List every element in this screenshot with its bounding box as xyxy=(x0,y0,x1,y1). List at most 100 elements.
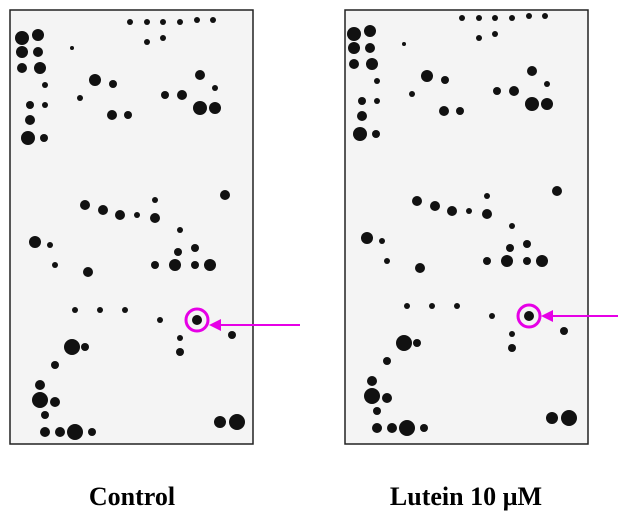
spot xyxy=(358,97,366,105)
spot xyxy=(97,307,103,313)
spot xyxy=(41,411,49,419)
spot xyxy=(430,201,440,211)
spot xyxy=(214,416,226,428)
spot xyxy=(421,70,433,82)
spot xyxy=(15,31,29,45)
spot xyxy=(383,357,391,365)
spot xyxy=(40,134,48,142)
spot xyxy=(77,95,83,101)
spot xyxy=(409,91,415,97)
spot xyxy=(361,232,373,244)
spot xyxy=(55,427,65,437)
spot xyxy=(493,87,501,95)
spot xyxy=(523,257,531,265)
spot xyxy=(412,196,422,206)
spot xyxy=(204,259,216,271)
spot xyxy=(83,267,93,277)
spot xyxy=(81,343,89,351)
spot xyxy=(349,59,359,69)
spot xyxy=(466,208,472,214)
spot xyxy=(525,97,539,111)
spot xyxy=(32,29,44,41)
spot xyxy=(552,186,562,196)
spot xyxy=(387,423,397,433)
spot xyxy=(542,13,548,19)
spot xyxy=(456,107,464,115)
spot xyxy=(107,110,117,120)
spot xyxy=(151,261,159,269)
spot xyxy=(367,376,377,386)
spot xyxy=(144,39,150,45)
spot xyxy=(508,344,516,352)
spot xyxy=(124,111,132,119)
spot xyxy=(420,424,428,432)
spot xyxy=(374,98,380,104)
spot xyxy=(194,17,200,23)
spot xyxy=(229,414,245,430)
spot xyxy=(492,31,498,37)
panel-label: Control xyxy=(89,482,175,511)
spot xyxy=(88,428,96,436)
spot xyxy=(52,262,58,268)
spot xyxy=(365,43,375,53)
spot xyxy=(364,25,376,37)
spot xyxy=(134,212,140,218)
spot xyxy=(177,19,183,25)
spot xyxy=(399,420,415,436)
spot xyxy=(109,80,117,88)
spot xyxy=(32,392,48,408)
spot xyxy=(174,248,182,256)
spot xyxy=(489,313,495,319)
spot xyxy=(40,427,50,437)
spot xyxy=(372,423,382,433)
spot xyxy=(42,102,48,108)
spot xyxy=(193,101,207,115)
spot xyxy=(415,263,425,273)
spot xyxy=(34,62,46,74)
spot xyxy=(64,339,80,355)
spot xyxy=(115,210,125,220)
spot xyxy=(161,91,169,99)
spot xyxy=(67,424,83,440)
spots xyxy=(347,13,577,436)
spot xyxy=(523,240,531,248)
highlight-circle xyxy=(516,303,542,329)
spot xyxy=(357,111,367,121)
spot xyxy=(177,335,183,341)
spot xyxy=(80,200,90,210)
spot xyxy=(191,261,199,269)
spot xyxy=(476,35,482,41)
spot xyxy=(402,42,406,46)
spot xyxy=(509,331,515,337)
spot xyxy=(51,361,59,369)
spot xyxy=(396,335,412,351)
spot xyxy=(17,63,27,73)
spot xyxy=(366,58,378,70)
spot xyxy=(483,257,491,265)
spot xyxy=(439,106,449,116)
spot xyxy=(509,223,515,229)
spot xyxy=(384,258,390,264)
spot xyxy=(122,307,128,313)
spot xyxy=(372,130,380,138)
spot xyxy=(160,35,166,41)
spot xyxy=(212,85,218,91)
spot xyxy=(29,236,41,248)
spot xyxy=(176,348,184,356)
spot xyxy=(447,206,457,216)
spot xyxy=(347,27,361,41)
spot xyxy=(484,193,490,199)
spot xyxy=(526,13,532,19)
spot xyxy=(21,131,35,145)
panel-label: Lutein 10 µM xyxy=(390,482,542,511)
spot xyxy=(524,311,534,321)
spot xyxy=(509,86,519,96)
spot xyxy=(89,74,101,86)
spot xyxy=(160,19,166,25)
highlight-circle xyxy=(184,307,210,333)
spot xyxy=(35,380,45,390)
spot xyxy=(157,317,163,323)
spot xyxy=(382,393,392,403)
spot xyxy=(413,339,421,347)
spot xyxy=(127,19,133,25)
